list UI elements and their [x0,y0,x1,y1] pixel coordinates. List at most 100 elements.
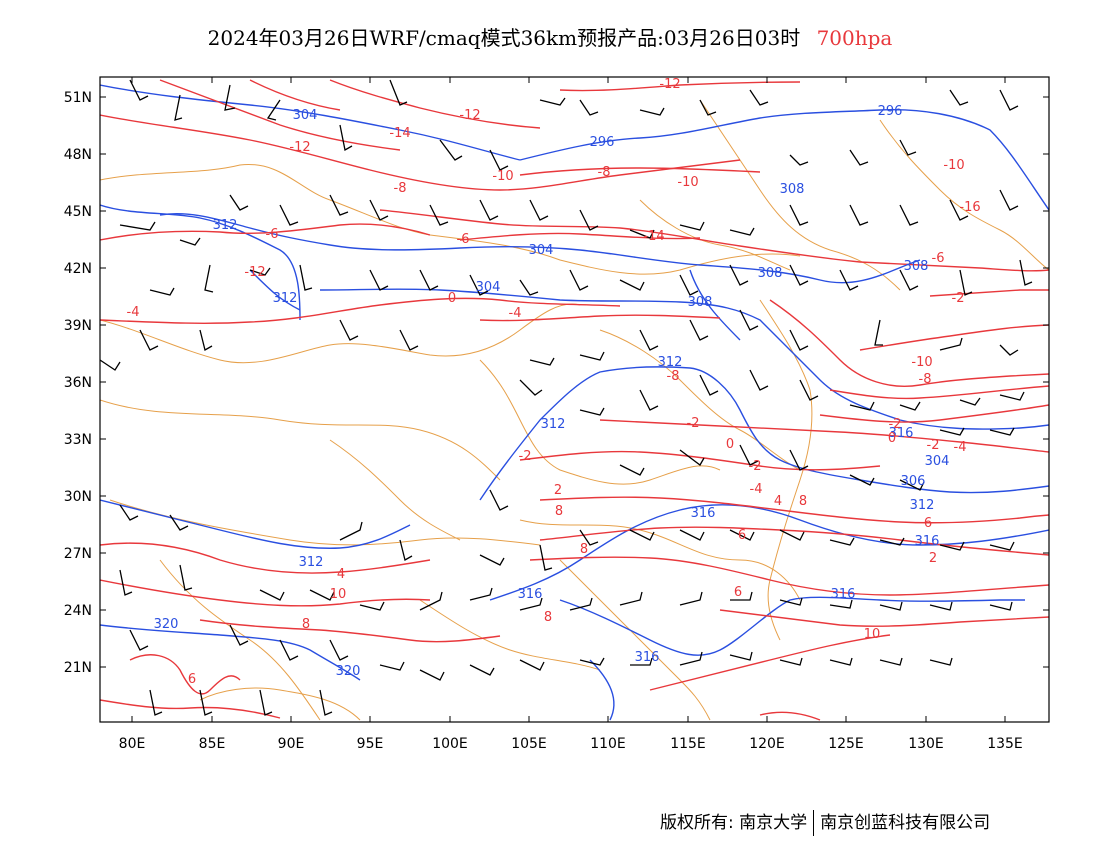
temperature-contour-label: -12 [459,108,480,123]
lon-tick-label: 125E [828,736,864,752]
temperature-contour-label: -2 [889,417,902,432]
lon-tick-label: 130E [908,736,944,752]
temperature-contour-label: 10 [330,587,347,602]
temperature-contour-label: -2 [927,438,940,453]
temperature-contour-label: -2 [687,416,700,431]
lon-tick-label: 85E [199,736,226,752]
height-contour-label: 316 [831,587,856,602]
temperature-contour-label: 0 [448,291,456,306]
height-contour-label: 304 [925,454,950,469]
lon-tick-label: 115E [670,736,706,752]
temperature-contour-label: -8 [598,165,611,180]
height-contour-label: 296 [590,135,615,150]
height-contour-label: 316 [518,587,543,602]
temperature-contour-label: -4 [750,482,763,497]
temperature-contour-label: -12 [244,265,265,280]
height-contour-label: 312 [299,555,324,570]
lon-tick-label: 135E [987,736,1023,752]
temperature-labels: -12 -12 -14 -12 -10 -10 -8 -8 -10 -16 -14 -6 -6 -6 -12… [127,77,981,687]
lat-tick-label: 33N [64,432,92,448]
height-contour-label: 308 [758,266,783,281]
temperature-contour-label: -10 [677,175,698,190]
temperature-contour-label: 4 [774,494,782,509]
temperature-contour-label: -12 [659,77,680,92]
map-frame [99,76,1050,723]
height-contour-label: 306 [901,474,926,489]
temperature-contour-label: -4 [509,306,522,321]
lat-tick-label: 51N [64,90,92,106]
lat-tick-label: 45N [64,204,92,220]
credit-divider [813,810,815,836]
height-contour-label: 320 [336,664,361,679]
temperature-contour-label: -8 [919,372,932,387]
lat-tick-label: 48N [64,147,92,163]
height-contour-label: 312 [910,498,935,513]
copyright-credit: 版权所有: 南京大学 南京创蓝科技有限公司 [660,808,990,836]
height-contour-label: 308 [904,259,929,274]
height-contour-label: 312 [658,355,683,370]
temperature-contour-label: -10 [492,169,513,184]
temperature-contour-label: -8 [394,181,407,196]
credit-left: 版权所有: 南京大学 [660,813,808,833]
height-contour-label: 304 [293,108,318,123]
temperature-contour-label: -2 [749,459,762,474]
lat-tick-label: 30N [64,489,92,505]
height-contour-label: 316 [635,650,660,665]
temperature-contour-label: -16 [959,200,980,215]
credit-right: 南京创蓝科技有限公司 [820,813,991,833]
temperature-contour-label: -6 [457,232,470,247]
temperature-contour-label: -12 [289,140,310,155]
temperature-contour-label: -4 [127,305,140,320]
wind-barbs [100,79,1033,716]
lat-axis: 51N 48N 45N 42N 39N 36N 33N 30N 27N 24N 21N [64,90,1049,676]
height-contour-label: 316 [691,506,716,521]
temperature-contour-label: -6 [266,227,279,242]
lat-tick-label: 24N [64,603,92,619]
title-main: 2024年03月26日WRF/cmaq模式36km预报产品:03月26日03时 [207,26,801,50]
temperature-contour-label: -14 [643,229,664,244]
temperature-contour-label: -2 [519,449,532,464]
chart-title: 2024年03月26日WRF/cmaq模式36km预报产品:03月26日03时 … [0,22,1100,51]
lat-tick-label: 42N [64,261,92,277]
border-lines [100,99,1049,721]
temperature-contour-label: 8 [580,542,588,557]
temperature-contour-label: 10 [864,627,881,642]
temperature-contour-label: 6 [738,528,746,543]
height-contour-label: 320 [154,617,179,632]
height-contour-label: 304 [476,280,501,295]
temperature-contour-label: 8 [544,610,552,625]
temperature-contour-label: 6 [924,516,932,531]
height-contour-label: 316 [915,534,940,549]
temperature-contour-label: 0 [888,431,896,446]
temperature-contour-label: 8 [302,617,310,632]
lat-tick-label: 21N [64,660,92,676]
lon-tick-label: 95E [357,736,384,752]
lat-tick-label: 27N [64,546,92,562]
temperature-contour-label: 8 [799,494,807,509]
lon-tick-label: 120E [749,736,785,752]
height-contour-label: 296 [878,104,903,119]
height-contour-label: 312 [541,417,566,432]
temperature-contour-label: 6 [188,672,196,687]
height-contour-label: 304 [529,243,554,258]
lat-tick-label: 39N [64,318,92,334]
temperature-contour-label: -14 [389,126,410,141]
lon-tick-label: 110E [590,736,626,752]
temperature-contour-label: -4 [954,440,967,455]
temperature-contour-label: -10 [943,158,964,173]
temperature-contour-label: 4 [337,567,345,582]
temperature-contour-label: 2 [554,483,562,498]
temperature-contour-label: 6 [734,585,742,600]
title-level: 700hpa [816,26,893,50]
temperature-contour-label: -10 [911,355,932,370]
temperature-contour-label: -6 [932,251,945,266]
lon-tick-label: 90E [278,736,305,752]
temperature-contour-label: -2 [952,291,965,306]
lon-tick-label: 105E [511,736,547,752]
temperature-contours [100,79,1049,721]
temperature-contour-label: 8 [555,504,563,519]
height-contour-label: 312 [273,291,298,306]
lat-tick-label: 36N [64,375,92,391]
height-contour-label: 308 [780,182,805,197]
